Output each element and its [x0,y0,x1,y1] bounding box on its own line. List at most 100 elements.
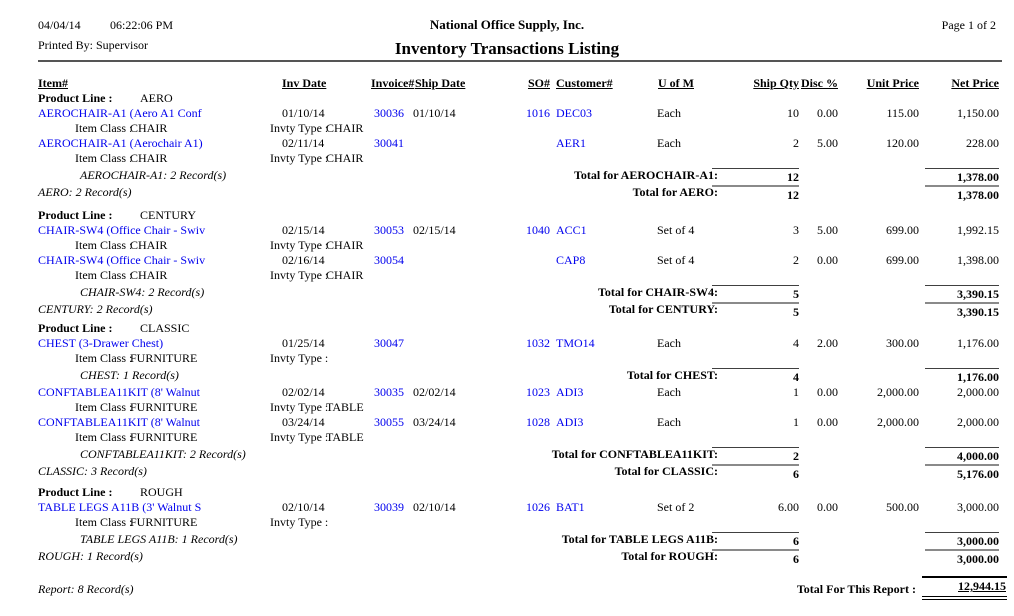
invoice-link[interactable]: 30035 [374,385,404,399]
ship-qty-value: 10 [787,106,799,120]
item-class-value: CHAIR [130,121,168,135]
section-total-net: 5,176.00 [925,464,999,482]
report-time: 06:22:06 PM [110,18,174,32]
transaction-row: CONFTABLEA11KIT (8' Walnut 03/24/14 3005… [0,415,1014,430]
ship-qty-value: 3 [793,223,799,237]
customer-link[interactable]: ACC1 [556,223,587,237]
unit-price-value: 699.00 [886,253,919,267]
item-class-value: CHAIR [130,268,168,282]
uofm-value: Set of 4 [657,253,695,267]
column-header-unit-price: Unit Price [866,76,919,90]
section-total-label: Total for CENTURY: [608,302,718,316]
group-total-qty: 6 [712,532,799,549]
group-record-count: AEROCHAIR-A1: 2 Record(s) [80,168,227,182]
invoice-link[interactable]: 30041 [374,136,404,150]
item-class-label: Item Class : [75,238,133,252]
uofm-value: Each [657,415,681,429]
group-total-row: CONFTABLEA11KIT: 2 Record(s) Total for C… [0,447,1014,464]
unit-price-value: 2,000.00 [877,385,919,399]
group-total-row: AEROCHAIR-A1: 2 Record(s) Total for AERO… [0,168,1014,185]
inv-date: 03/24/14 [282,415,325,429]
so-link[interactable]: 1023 [526,385,550,399]
section-total-label: Total for ROUGH: [621,549,718,563]
ship-qty-value: 2 [793,136,799,150]
disc-value: 5.00 [817,136,838,150]
group-record-count: CHAIR-SW4: 2 Record(s) [80,285,205,299]
customer-link[interactable]: BAT1 [556,500,585,514]
unit-price-value: 120.00 [886,136,919,150]
item-class-value: FURNITURE [130,515,198,529]
invty-type-value: TABLE [326,400,364,414]
invoice-link[interactable]: 30047 [374,336,404,350]
section-total-row: AERO: 2 Record(s) Total for AERO: 12 1,3… [0,185,1014,202]
group-total-qty: 12 [712,168,799,185]
ship-qty-value: 4 [793,336,799,350]
customer-link[interactable]: ADI3 [556,415,584,429]
so-link[interactable]: 1016 [526,106,550,120]
invoice-link[interactable]: 30036 [374,106,404,120]
so-link[interactable]: 1028 [526,415,550,429]
item-class-value: FURNITURE [130,430,198,444]
section-record-count: ROUGH: 1 Record(s) [38,549,143,563]
invoice-link[interactable]: 30039 [374,500,404,514]
printed-by: Printed By: Supervisor [38,38,148,52]
product-line-value: CLASSIC [140,321,190,335]
item-class-value: CHAIR [130,151,168,165]
item-detail-row: Item Class : FURNITURE Invty Type : TABL… [0,430,1014,445]
report-date: 04/04/14 [38,18,81,32]
item-link[interactable]: CHEST (3-Drawer Chest) [38,336,164,350]
invoice-link[interactable]: 30054 [374,253,404,267]
item-link[interactable]: CONFTABLEA11KIT (8' Walnut [38,385,201,399]
group-total-qty: 2 [712,447,799,464]
section-total-net: 3,390.15 [925,302,999,320]
item-link[interactable]: AEROCHAIR-A1 (Aerochair A1) [38,136,203,150]
item-link[interactable]: CHAIR-SW4 (Office Chair - Swiv [38,253,206,267]
report-record-count: Report: 8 Record(s) [38,582,134,596]
item-link[interactable]: CHAIR-SW4 (Office Chair - Swiv [38,223,206,237]
customer-link[interactable]: CAP8 [556,253,586,267]
item-detail-row: Item Class : FURNITURE Invty Type : TABL… [0,400,1014,415]
uofm-value: Each [657,336,681,350]
customer-link[interactable]: TMO14 [556,336,595,350]
customer-link[interactable]: AER1 [556,136,586,150]
group-total-net: 3,390.15 [925,285,999,302]
so-link[interactable]: 1026 [526,500,550,514]
invoice-link[interactable]: 30053 [374,223,404,237]
item-link[interactable]: AEROCHAIR-A1 (Aero A1 Conf [38,106,202,120]
invty-type-label: Invty Type : [270,121,329,135]
inv-date: 01/10/14 [282,106,325,120]
item-link[interactable]: CONFTABLEA11KIT (8' Walnut [38,415,201,429]
item-detail-row: Item Class : CHAIR Invty Type : CHAIR [0,121,1014,136]
group-total-label: Total for CONFTABLEA11KIT: [551,447,718,461]
ship-qty-value: 2 [793,253,799,267]
ship-qty-value: 6.00 [778,500,799,514]
ship-date: 02/10/14 [413,500,456,514]
group-total-net: 3,000.00 [925,532,999,549]
item-class-label: Item Class : [75,268,133,282]
invty-type-value: CHAIR [326,121,364,135]
group-total-label: Total for CHAIR-SW4: [597,285,718,299]
group-record-count: CHEST: 1 Record(s) [80,368,179,382]
group-total-net: 1,378.00 [925,168,999,185]
section-total-qty: 6 [712,464,799,482]
column-header-inv-date: Inv Date [282,76,327,90]
ship-date: 02/02/14 [413,385,456,399]
column-header-ship-qty: Ship Qty [753,76,799,90]
column-header-disc: Disc % [801,76,838,90]
report-total-label: Total For This Report : [796,582,916,596]
customer-link[interactable]: ADI3 [556,385,584,399]
header-rule [38,60,1002,62]
ship-date: 01/10/14 [413,106,456,120]
so-link[interactable]: 1032 [526,336,550,350]
customer-link[interactable]: DEC03 [556,106,592,120]
so-link[interactable]: 1040 [526,223,550,237]
invty-type-label: Invty Type : [270,351,329,365]
section-total-net: 1,378.00 [925,185,999,203]
item-link[interactable]: TABLE LEGS A11B (3' Walnut S [38,500,202,514]
report-footer: Report: 8 Record(s) Total For This Repor… [0,576,1014,616]
product-line-value: ROUGH [140,485,183,499]
invoice-link[interactable]: 30055 [374,415,404,429]
page-number: Page 1 of 2 [941,18,996,32]
unit-price-value: 300.00 [886,336,919,350]
ship-qty-value: 1 [793,385,799,399]
